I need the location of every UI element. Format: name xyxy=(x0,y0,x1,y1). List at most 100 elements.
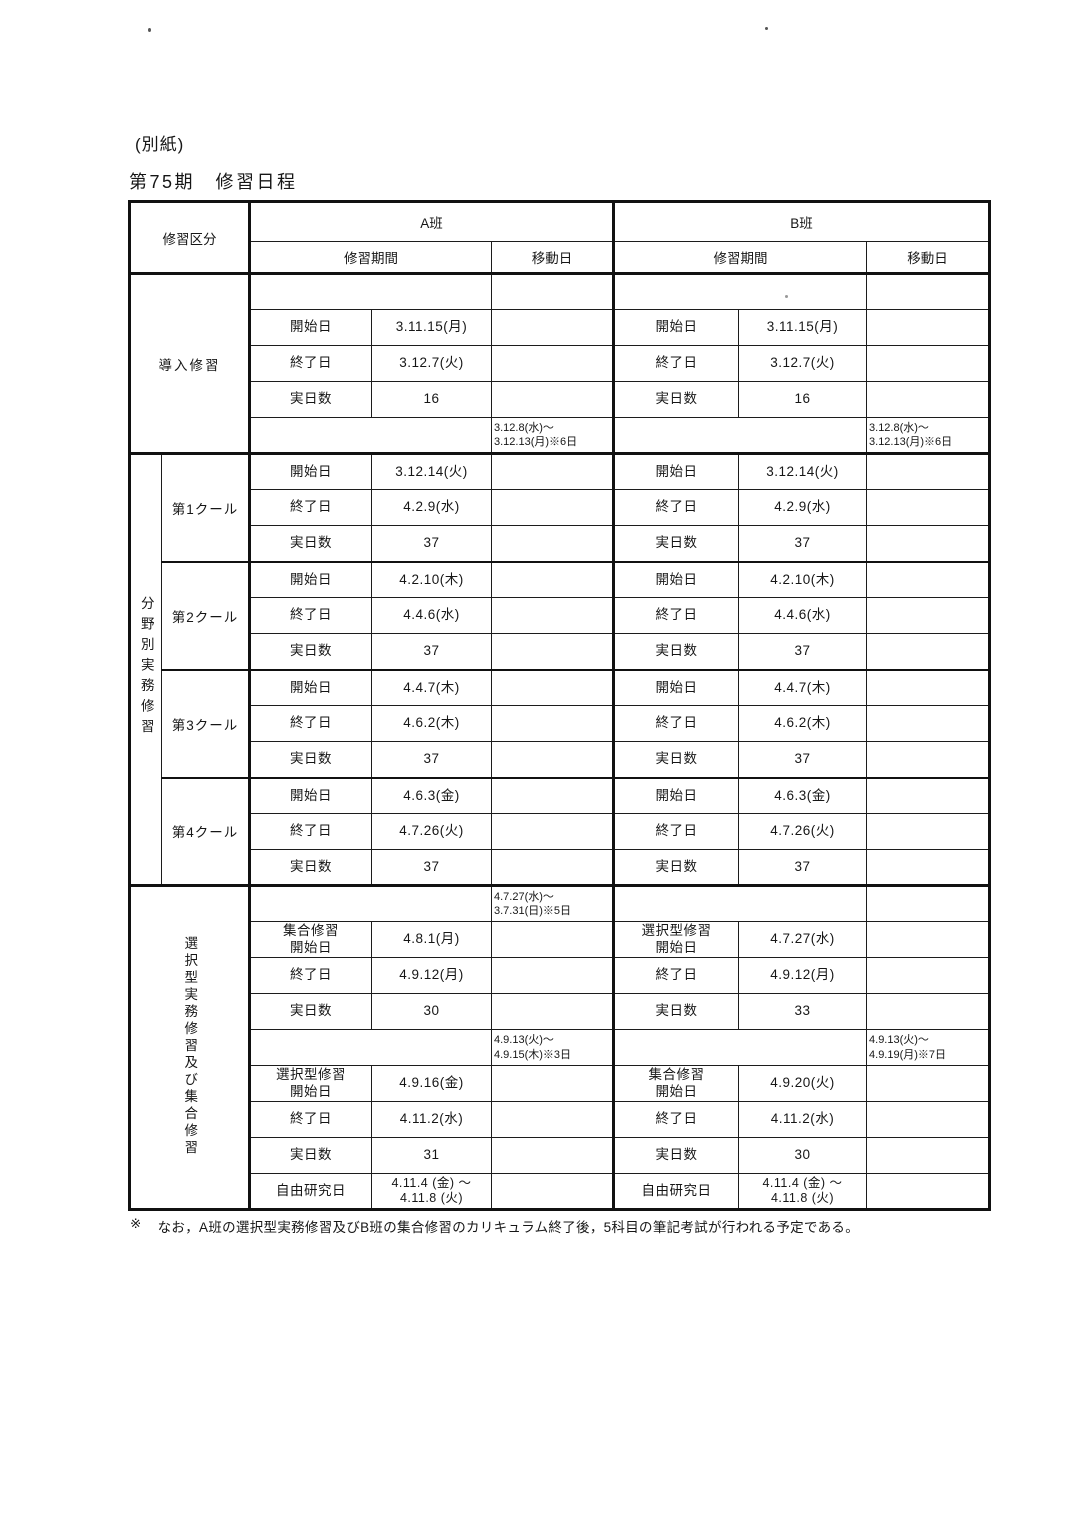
row-value-cell: 33 xyxy=(738,993,868,1030)
travel-day-cell: 4.7.27(水)～ 3.7.31(日)※5日 xyxy=(490,884,616,922)
travel-day-cell xyxy=(490,381,616,418)
row-value-cell: 4.6.2(木) xyxy=(371,705,492,742)
travel-day-cell xyxy=(866,705,991,742)
vertical-category-label: 選択型実務修習及び集合修習 xyxy=(182,935,198,1157)
travel-day-cell xyxy=(490,597,616,634)
travel-day-cell xyxy=(866,1137,991,1174)
travel-day-cell xyxy=(490,272,616,310)
travel-day-cell xyxy=(490,309,616,346)
row-label-cell: 開始日 xyxy=(249,452,372,490)
row-value-cell: 3.12.7(火) xyxy=(738,345,868,382)
row-label-cell: 終了日 xyxy=(613,489,740,526)
table-row: 3.12.8(水)～ 3.12.13(月)※6日 3.12.8(水)～ 3.12… xyxy=(130,417,991,454)
period-spacer-cell xyxy=(249,272,492,310)
row-value-cell: 3.12.14(火) xyxy=(371,452,492,490)
period-spacer-cell xyxy=(249,884,492,922)
travel-day-cell xyxy=(490,957,616,994)
table-row: 終了日 3.12.7(火) 終了日 3.12.7(火) xyxy=(130,345,991,382)
row-label-cell: 終了日 xyxy=(249,597,372,634)
table-row: 終了日 4.11.2(水) 終了日 4.11.2(水) xyxy=(130,1101,991,1138)
travel-day-cell xyxy=(866,849,991,886)
row-value-cell: 4.11.4 (金) ～ 4.11.8 (火) xyxy=(371,1173,492,1210)
row-value-cell: 3.11.15(月) xyxy=(371,309,492,346)
row-value-cell: 4.9.16(金) xyxy=(371,1065,492,1102)
travel-day-cell xyxy=(866,272,991,310)
row-value-cell: 37 xyxy=(738,633,868,670)
table-row: 実日数 37 実日数 37 xyxy=(130,849,991,886)
travel-day-cell xyxy=(866,776,991,814)
travel-day-cell xyxy=(490,668,616,706)
row-label-cell: 終了日 xyxy=(249,489,372,526)
row-label-cell: 実日数 xyxy=(613,849,740,886)
row-label-cell: 実日数 xyxy=(249,849,372,886)
row-label-cell: 実日数 xyxy=(249,741,372,778)
vertical-category-label: 分野別実務修習 xyxy=(138,596,154,740)
period-spacer-cell xyxy=(613,417,868,454)
page-title: 第75期 修習日程 xyxy=(129,172,298,192)
travel-day-cell xyxy=(490,1101,616,1138)
travel-day-cell xyxy=(866,452,991,490)
travel-day-cell xyxy=(490,525,616,562)
table-row: 終了日 4.7.26(火) 終了日 4.7.26(火) xyxy=(130,813,991,850)
row-label-cell: 実日数 xyxy=(249,381,372,418)
table-row: 選択型実務修習及び集合修習 4.7.27(水)～ 3.7.31(日)※5日 xyxy=(129,884,991,1210)
table-row: 実日数 16 実日数 16 xyxy=(130,381,991,418)
row-value-cell: 16 xyxy=(371,381,492,418)
row-label-cell: 開始日 xyxy=(249,309,372,346)
row-value-cell: 4.2.9(水) xyxy=(371,489,492,526)
table-row: 集合修習 開始日 4.8.1(月) 選択型修習 開始日 4.7.27(水) xyxy=(130,921,991,958)
header-group-a-cell: A班 xyxy=(248,201,616,242)
row-value-cell: 4.2.10(木) xyxy=(371,560,492,598)
travel-day-cell xyxy=(490,993,616,1030)
travel-day-cell: 3.12.8(水)～ 3.12.13(月)※6日 xyxy=(490,417,616,454)
row-value-cell: 4.9.12(月) xyxy=(371,957,492,994)
row-value-cell: 37 xyxy=(371,849,492,886)
row-value-cell: 4.7.26(火) xyxy=(738,813,868,850)
row-value-cell: 37 xyxy=(738,525,868,562)
row-value-cell: 4.6.3(金) xyxy=(738,776,868,814)
travel-day-cell xyxy=(866,381,991,418)
row-label-cell: 開始日 xyxy=(613,452,740,490)
row-value-cell: 4.7.26(火) xyxy=(371,813,492,850)
travel-day-cell xyxy=(490,813,616,850)
row-label-cell: 実日数 xyxy=(613,1137,740,1174)
row-label-cell: 実日数 xyxy=(613,381,740,418)
row-value-cell: 3.12.14(火) xyxy=(738,452,868,490)
row-value-cell: 4.11.2(水) xyxy=(738,1101,868,1138)
category-cell: 分野別実務修習 xyxy=(129,452,162,886)
row-value-cell: 37 xyxy=(371,525,492,562)
row-value-cell: 37 xyxy=(738,849,868,886)
travel-day-cell xyxy=(490,345,616,382)
scan-speck xyxy=(148,28,151,32)
table-header-row: 修習区分 A班 B班 xyxy=(129,201,991,274)
row-label-cell: 終了日 xyxy=(613,705,740,742)
travel-day-cell xyxy=(866,1065,991,1102)
header-group-b-cell: B班 xyxy=(613,201,991,242)
attachment-label: (別紙) xyxy=(135,135,185,154)
row-value-cell: 30 xyxy=(371,993,492,1030)
table-row: 4.9.13(火)～ 4.9.15(木)※3日 4.9.13(火)～ 4.9.1… xyxy=(130,1029,991,1066)
travel-day-cell xyxy=(490,1137,616,1174)
row-label-cell: 選択型修習 開始日 xyxy=(249,1065,372,1102)
row-label-cell: 終了日 xyxy=(249,1101,372,1138)
travel-day-cell xyxy=(866,741,991,778)
row-label-cell: 開始日 xyxy=(613,309,740,346)
scan-speck xyxy=(765,27,768,30)
travel-day-cell xyxy=(866,597,991,634)
period-spacer-cell xyxy=(613,884,868,922)
travel-day-cell xyxy=(866,1173,991,1210)
table-row: 実日数 37 実日数 37 xyxy=(130,741,991,778)
row-label-cell: 開始日 xyxy=(249,776,372,814)
table-row: 実日数 37 実日数 37 xyxy=(130,633,991,670)
row-value-cell: 3.11.15(月) xyxy=(738,309,868,346)
table-row: 終了日 4.4.6(水) 終了日 4.4.6(水) xyxy=(130,597,991,634)
row-label-cell: 実日数 xyxy=(613,741,740,778)
travel-day-cell xyxy=(490,849,616,886)
travel-day-cell: 4.9.13(火)～ 4.9.19(月)※7日 xyxy=(866,1029,991,1066)
row-label-cell: 終了日 xyxy=(613,345,740,382)
header-category-cell: 修習区分 xyxy=(129,201,251,274)
travel-day-cell xyxy=(866,489,991,526)
travel-day-cell xyxy=(866,1101,991,1138)
travel-day-cell xyxy=(866,633,991,670)
row-label-cell: 実日数 xyxy=(613,993,740,1030)
